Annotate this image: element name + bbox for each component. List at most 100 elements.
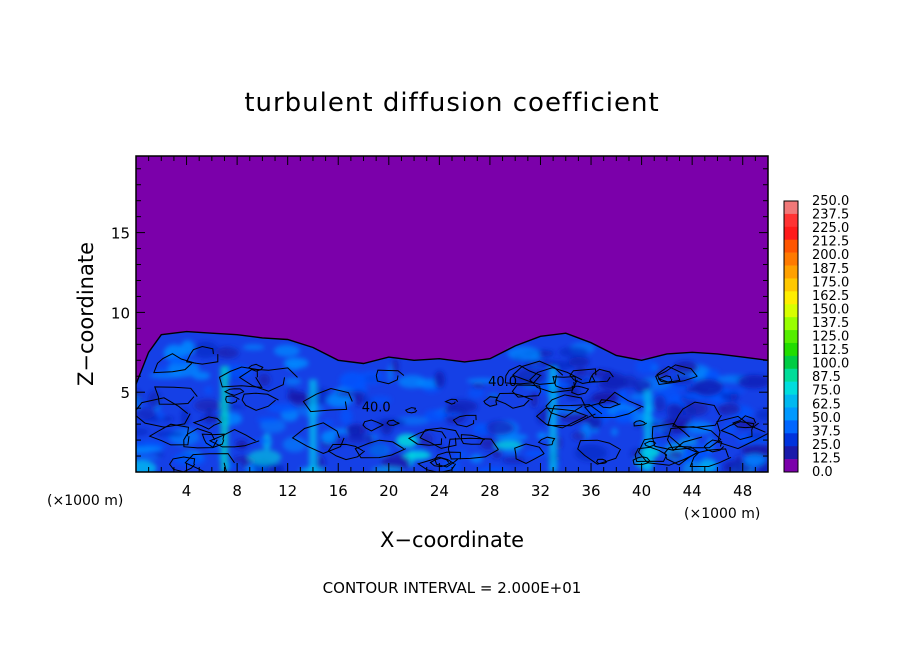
- colorbar-swatch: [784, 433, 798, 447]
- texture-blob: [466, 378, 499, 384]
- texture-blob: [376, 418, 406, 427]
- texture-blob: [558, 346, 589, 358]
- colorbar-swatch: [784, 420, 798, 434]
- contour-line: [407, 429, 447, 446]
- texture-blob: [267, 463, 285, 472]
- colorbar-swatch: [784, 459, 798, 473]
- texture-blob: [402, 451, 432, 460]
- texture-blob: [387, 364, 394, 383]
- contour-line: [354, 439, 406, 459]
- contour-line: [511, 360, 564, 385]
- contour-label: 40.0: [488, 375, 517, 390]
- x-unit-left: (×1000 m): [47, 493, 123, 509]
- texture-blob: [723, 422, 737, 435]
- colorbar-label: 87.5: [812, 370, 841, 385]
- texture-blob: [574, 444, 608, 462]
- x-tick-label: 48: [733, 482, 752, 500]
- contour-line: [136, 397, 191, 428]
- texture-blob: [601, 372, 627, 389]
- texture-blob: [613, 409, 635, 424]
- texture-blob: [442, 458, 461, 472]
- colorbar-label: 200.0: [812, 248, 849, 263]
- texture-blob: [744, 453, 766, 467]
- texture-blob: [194, 399, 221, 412]
- colorbar-label: 137.5: [812, 316, 849, 331]
- contour-line: [460, 434, 485, 445]
- contour-line: [452, 414, 477, 428]
- texture-blob: [216, 347, 239, 359]
- colorbar-swatch: [784, 394, 798, 408]
- colorbar-swatch: [784, 304, 798, 318]
- contour-line: [720, 421, 755, 441]
- texture-blob: [346, 434, 367, 444]
- x-tick-label: 12: [278, 482, 297, 500]
- colorbar-swatch: [784, 381, 798, 395]
- texture-blob: [206, 406, 213, 425]
- y-axis-label: Z−coordinate: [74, 242, 98, 386]
- x-tick-label: 8: [232, 482, 242, 500]
- contour-line: [148, 423, 190, 446]
- texture-blob: [136, 394, 141, 410]
- texture-blob: [493, 440, 523, 450]
- colorbar-swatch: [784, 239, 798, 253]
- plume: [220, 365, 229, 472]
- colorbar-swatch: [784, 407, 798, 421]
- colorbar-swatch: [784, 330, 798, 344]
- texture-blob: [136, 455, 159, 460]
- texture-blob: [267, 403, 298, 413]
- contour-line: [547, 404, 603, 427]
- x-unit-right: (×1000 m): [684, 506, 760, 522]
- texture-blob: [235, 439, 248, 450]
- colorbar-label: 12.5: [812, 451, 841, 466]
- contour-line: [703, 439, 725, 453]
- contour-labels: 40.0 40.0: [362, 375, 517, 416]
- texture-blob: [273, 344, 300, 357]
- colorbar-swatch: [784, 278, 798, 292]
- contour-line: [657, 375, 673, 383]
- contour-line: [595, 458, 608, 465]
- texture-blob: [369, 443, 390, 457]
- contour-line: [666, 426, 722, 451]
- contour-line: [201, 433, 225, 448]
- texture-blob: [582, 404, 609, 417]
- texture-blob: [223, 404, 245, 410]
- contour-line: [504, 364, 542, 385]
- contour-line: [671, 401, 722, 428]
- contour-line: [537, 436, 556, 446]
- texture-blob: [692, 378, 724, 397]
- contour-line: [154, 386, 198, 405]
- texture-blob: [368, 396, 392, 404]
- colorbar-swatch: [784, 226, 798, 241]
- texture-blob: [136, 427, 150, 436]
- colorbar-frame: [783, 200, 799, 473]
- contour-line: [153, 353, 196, 374]
- texture-blob: [653, 394, 667, 412]
- colorbar-label: 62.5: [812, 397, 841, 412]
- colorbar-label: 175.0: [812, 275, 849, 290]
- texture-blob: [247, 449, 282, 465]
- contour-line: [419, 427, 460, 449]
- texture-blob: [741, 444, 768, 457]
- colorbar-label: 212.5: [812, 235, 849, 250]
- x-tick-label: 16: [329, 482, 348, 500]
- x-axis-label: X−coordinate: [380, 528, 524, 552]
- texture-blob: [436, 412, 464, 418]
- texture-blob: [366, 434, 373, 445]
- texture-blob: [502, 447, 521, 455]
- texture-blob: [536, 409, 548, 424]
- texture-blob: [502, 456, 526, 464]
- colorbar-label: 37.5: [812, 424, 841, 439]
- texture-blob: [467, 387, 485, 399]
- colorbar: 250.0237.5225.0212.5200.0187.5175.0162.5…: [783, 194, 849, 480]
- contour-line: [514, 443, 545, 464]
- colorbar-label: 75.0: [812, 384, 841, 399]
- contour-line: [444, 398, 459, 405]
- contour-line: [208, 429, 260, 448]
- contour-line: [552, 375, 577, 390]
- texture-blob: [592, 428, 599, 434]
- texture-blob: [136, 446, 162, 452]
- texture-blob: [321, 430, 337, 444]
- texture-blob: [629, 393, 647, 401]
- texture-blob: [314, 455, 326, 470]
